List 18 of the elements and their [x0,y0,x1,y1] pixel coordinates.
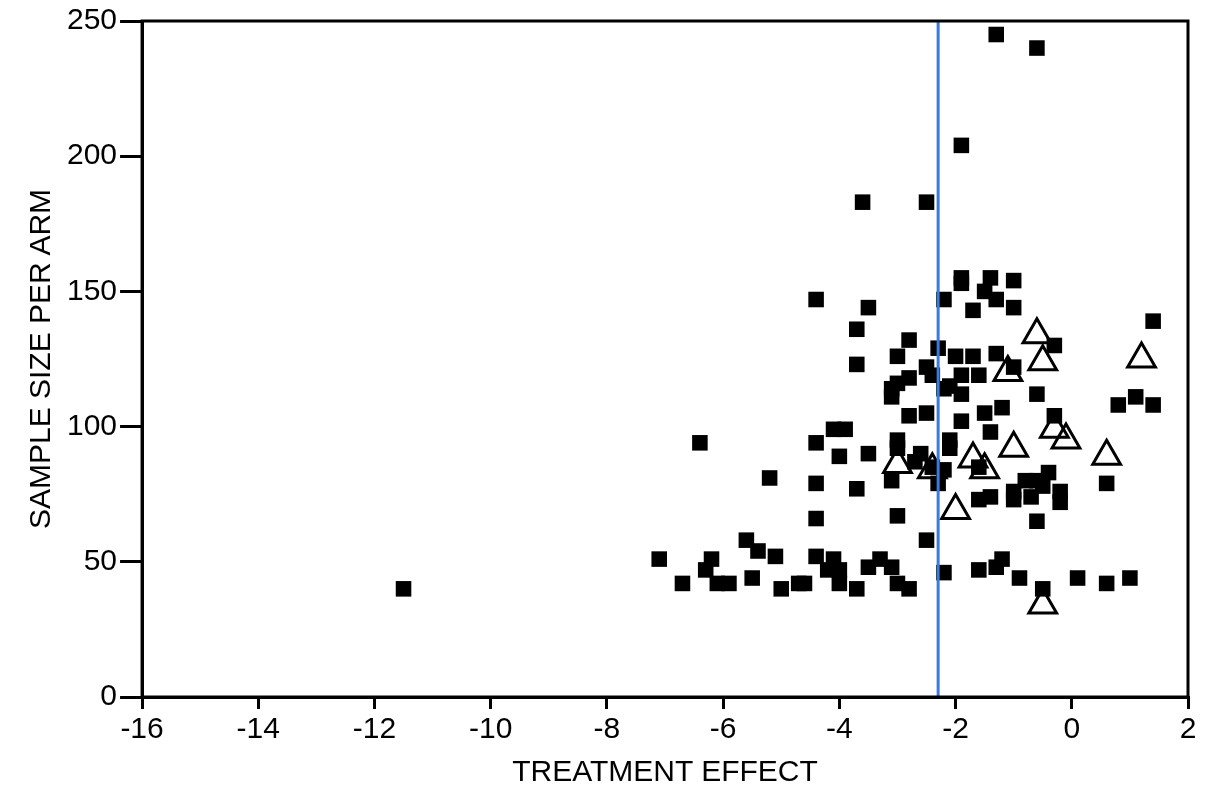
y-tick-label: 200 [66,137,118,171]
x-tick-label: -2 [942,711,969,745]
y-tick-label: 50 [83,543,118,577]
x-tick-label: -12 [352,711,397,745]
x-tick-label: 2 [1179,711,1197,745]
x-tick-label: -14 [236,711,280,745]
y-axis-title: SAMPLE SIZE PER ARM [23,188,57,530]
y-tick-label: 150 [66,272,118,306]
x-tick-label: -8 [593,711,621,745]
y-tick-label: 100 [66,407,118,441]
x-tick-label: -4 [826,711,853,745]
y-tick-label: 250 [66,2,118,36]
x-tick-label: -10 [469,711,513,745]
x-tick-label: -16 [120,711,164,745]
x-tick-label: -6 [709,711,737,745]
y-tick-label: 0 [100,678,118,712]
x-axis-title: TREATMENT EFFECT [512,754,818,788]
x-tick-label: 0 [1063,711,1081,745]
